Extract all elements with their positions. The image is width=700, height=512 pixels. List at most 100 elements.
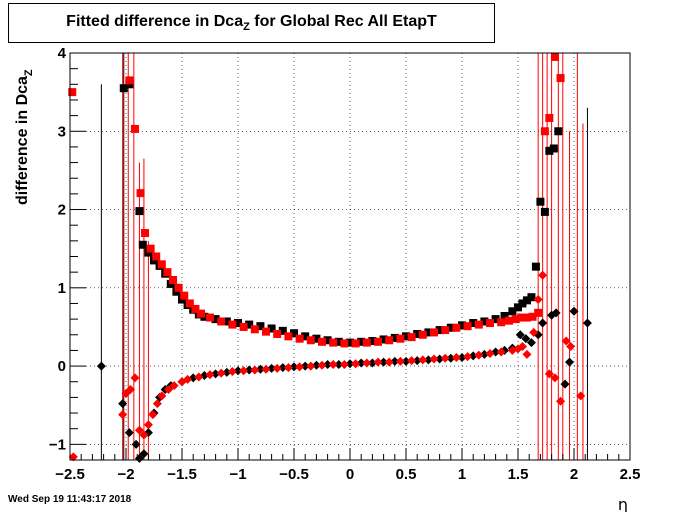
diamond-marker xyxy=(96,361,106,371)
square-marker xyxy=(278,326,287,335)
diamond-marker xyxy=(205,370,215,380)
square-marker xyxy=(312,334,321,343)
square-marker xyxy=(508,307,517,316)
diamond-marker xyxy=(278,363,288,373)
diamond-marker xyxy=(351,359,361,369)
square-marker xyxy=(446,323,455,332)
diamond-marker xyxy=(569,306,579,316)
diamond-marker xyxy=(255,364,265,374)
x-tick-label: 0.5 xyxy=(396,466,417,483)
square-marker xyxy=(390,333,399,342)
diamond-marker xyxy=(560,379,570,389)
diamond-marker xyxy=(169,381,179,391)
square-marker xyxy=(549,144,558,153)
diamond-marker xyxy=(164,385,174,395)
diamond-marker xyxy=(529,327,539,337)
diamond-marker xyxy=(134,425,144,435)
diamond-marker xyxy=(300,361,310,371)
diamond-marker xyxy=(306,361,316,371)
square-marker xyxy=(334,337,343,346)
square-marker xyxy=(301,332,310,341)
diamond-marker xyxy=(551,308,561,318)
diamond-marker xyxy=(384,357,394,367)
diamond-marker xyxy=(550,373,560,383)
square-marker xyxy=(284,332,293,341)
axis-ticks xyxy=(69,52,631,461)
diamond-marker xyxy=(317,360,327,370)
square-marker xyxy=(486,319,494,328)
square-marker xyxy=(135,207,144,216)
square-marker xyxy=(463,322,472,331)
diamond-marker xyxy=(440,353,450,363)
diamond-marker xyxy=(390,356,400,366)
square-marker xyxy=(323,336,332,345)
diamond-marker xyxy=(566,342,576,352)
square-marker xyxy=(138,240,147,249)
diamond-marker xyxy=(418,355,428,365)
square-marker xyxy=(357,337,366,346)
diamond-marker xyxy=(556,396,566,406)
square-marker xyxy=(211,315,220,324)
square-marker xyxy=(540,207,549,216)
square-marker xyxy=(505,316,514,325)
square-marker xyxy=(245,320,254,329)
diamond-marker xyxy=(362,358,372,368)
square-marker xyxy=(169,275,178,284)
square-marker xyxy=(329,338,338,347)
diamond-marker xyxy=(522,349,532,359)
diamond-marker xyxy=(474,350,484,360)
y-tick-label: 1 xyxy=(58,280,66,297)
diamond-marker xyxy=(479,349,489,359)
square-marker xyxy=(469,319,478,328)
diamond-marker xyxy=(261,364,271,374)
diamond-marker xyxy=(125,385,135,395)
diamond-marker xyxy=(565,357,575,367)
square-marker xyxy=(497,318,506,327)
chart-title-rest: for Global Rec All EtapT xyxy=(249,12,437,30)
y-tick-label: 2 xyxy=(58,202,66,219)
diamond-marker xyxy=(561,336,571,346)
diamond-marker xyxy=(521,334,531,344)
square-marker xyxy=(290,329,298,338)
diamond-marker xyxy=(244,365,254,375)
square-marker xyxy=(396,334,405,343)
y-axis-label-main: difference in Dca xyxy=(14,76,31,205)
square-marker xyxy=(491,315,500,324)
diamond-marker xyxy=(118,410,128,420)
square-marker xyxy=(480,317,489,326)
diamond-marker xyxy=(139,430,149,440)
square-marker xyxy=(185,299,194,308)
diamond-marker xyxy=(468,351,478,361)
diamond-marker xyxy=(222,367,232,377)
square-marker xyxy=(180,291,189,300)
square-marker xyxy=(191,304,200,313)
diamond-marker xyxy=(412,356,422,366)
diamond-marker xyxy=(227,367,237,377)
square-marker xyxy=(379,335,388,344)
series-2 xyxy=(68,52,565,348)
diamond-marker xyxy=(239,366,249,376)
square-marker xyxy=(511,315,520,324)
series-4 xyxy=(68,270,586,462)
axis-tick-labels: −2.5 −2 −1.5 −1 −0.5 0 0.5 1 1.5 2 2.5 −1 0 1 2 3 4 xyxy=(49,45,641,483)
square-marker xyxy=(474,320,483,329)
diamond-marker xyxy=(143,420,153,430)
x-tick-label: 2.5 xyxy=(620,466,641,483)
diamond-marker xyxy=(131,439,141,449)
diamond-marker xyxy=(356,358,366,368)
square-marker xyxy=(273,329,282,338)
diamond-marker xyxy=(451,352,461,362)
x-tick-label: 1.5 xyxy=(508,466,529,483)
diamond-marker xyxy=(429,354,439,364)
diamond-marker xyxy=(515,330,525,340)
square-marker xyxy=(295,334,304,343)
y-axis-label: difference in DcaZ xyxy=(14,69,35,205)
diamond-marker xyxy=(183,374,193,384)
x-axis-label: η xyxy=(618,495,628,512)
x-tick-label: 1 xyxy=(458,466,466,483)
chart-title-box: Fitted difference in DcaZ for Global Rec… xyxy=(8,3,495,43)
square-marker xyxy=(234,319,242,328)
diamond-marker xyxy=(457,352,467,362)
chart-title-main: Fitted difference in Dca xyxy=(66,12,244,30)
square-marker xyxy=(374,337,382,346)
